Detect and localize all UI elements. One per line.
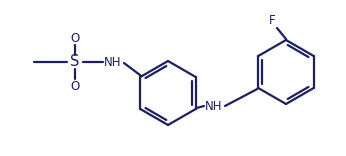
Text: NH: NH: [104, 56, 122, 68]
Text: S: S: [70, 54, 80, 70]
Text: O: O: [70, 80, 80, 93]
Text: F: F: [269, 14, 275, 27]
Text: O: O: [70, 32, 80, 44]
Text: NH: NH: [205, 100, 223, 114]
